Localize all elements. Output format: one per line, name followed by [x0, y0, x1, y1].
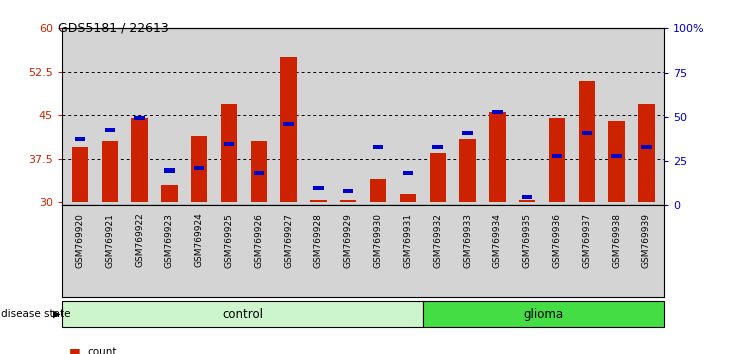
Bar	[489, 113, 506, 202]
Text: GSM769924: GSM769924	[195, 213, 204, 267]
Text: GSM769928: GSM769928	[314, 213, 323, 268]
Text: GSM769927: GSM769927	[284, 213, 293, 268]
Text: GSM769932: GSM769932	[433, 213, 442, 268]
Bar	[131, 118, 147, 202]
Text: control: control	[222, 308, 264, 321]
Text: glioma: glioma	[524, 308, 564, 321]
Text: ▶: ▶	[53, 309, 61, 319]
Bar	[612, 154, 622, 158]
Bar	[370, 179, 386, 202]
Bar	[400, 194, 416, 202]
Bar	[280, 57, 297, 202]
Bar	[191, 136, 207, 202]
Bar	[549, 118, 565, 202]
Bar	[608, 121, 625, 202]
Text: GSM769933: GSM769933	[463, 213, 472, 268]
Bar	[373, 145, 383, 149]
Bar	[432, 145, 443, 149]
Bar	[522, 195, 532, 199]
Text: GSM769934: GSM769934	[493, 213, 502, 268]
Text: GSM769936: GSM769936	[553, 213, 561, 268]
Text: GSM769923: GSM769923	[165, 213, 174, 268]
Text: GSM769938: GSM769938	[612, 213, 621, 268]
Text: GSM769935: GSM769935	[523, 213, 531, 268]
Bar	[313, 186, 323, 190]
Text: disease state: disease state	[1, 309, 71, 319]
Text: GSM769931: GSM769931	[404, 213, 412, 268]
Bar	[101, 142, 118, 202]
Text: GSM769922: GSM769922	[135, 213, 144, 267]
Text: GDS5181 / 22613: GDS5181 / 22613	[58, 21, 169, 34]
Bar	[194, 166, 204, 170]
Bar	[459, 138, 476, 202]
Bar	[582, 131, 592, 135]
Bar	[250, 142, 267, 202]
Bar	[403, 171, 413, 176]
Bar	[638, 104, 655, 202]
Bar	[462, 131, 473, 135]
Text: GSM769929: GSM769929	[344, 213, 353, 268]
Bar	[340, 200, 356, 202]
Text: GSM769937: GSM769937	[583, 213, 591, 268]
Text: GSM769920: GSM769920	[75, 213, 85, 268]
Bar	[253, 171, 264, 176]
Bar	[74, 137, 85, 141]
Text: GSM769925: GSM769925	[225, 213, 234, 268]
Bar	[161, 185, 177, 202]
Bar	[62, 301, 423, 327]
Bar	[164, 169, 174, 172]
Text: ■: ■	[69, 346, 81, 354]
Bar	[343, 189, 353, 193]
Bar	[552, 154, 562, 158]
Text: GSM769930: GSM769930	[374, 213, 383, 268]
Bar	[134, 116, 145, 120]
Bar	[283, 122, 294, 126]
Bar	[220, 104, 237, 202]
Bar	[519, 200, 535, 202]
Bar	[641, 145, 652, 149]
Bar	[423, 301, 664, 327]
Text: GSM769921: GSM769921	[105, 213, 115, 268]
Text: count: count	[88, 347, 117, 354]
Bar	[224, 142, 234, 147]
Bar	[492, 110, 502, 114]
Bar	[72, 147, 88, 202]
Bar	[429, 153, 446, 202]
Bar	[579, 81, 595, 202]
Text: GSM769926: GSM769926	[254, 213, 264, 268]
Text: GSM769939: GSM769939	[642, 213, 651, 268]
Bar	[104, 128, 115, 132]
Bar	[310, 200, 326, 202]
